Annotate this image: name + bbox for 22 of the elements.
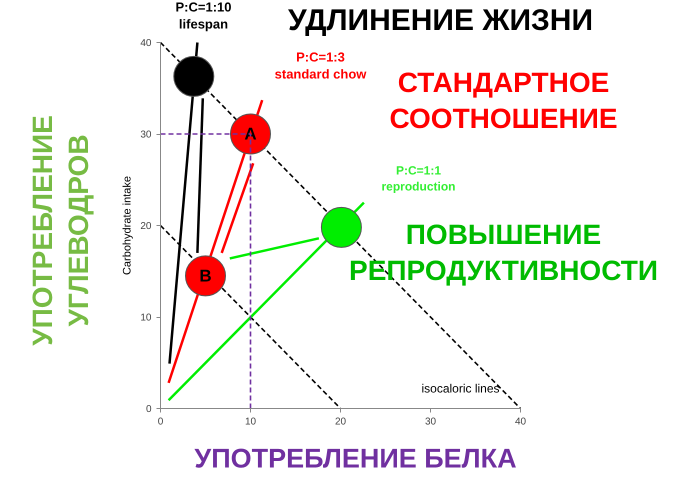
y-tick-label: 30 [140,130,152,140]
x-tick-label: 10 [244,416,256,428]
x-tick-label: 30 [424,416,436,428]
y-tick-label: 0 [146,404,152,415]
y-tick-label: 40 [140,38,152,49]
y-tick-label: 20 [140,221,152,232]
x-tick-label: 40 [514,416,526,428]
y-tick-label: 10 [140,312,152,324]
text: P:C=1:10 lifespan [176,0,232,32]
annotation: isocaloric lines [421,382,500,396]
y-axis-title: Carbohydrate intake [122,176,134,276]
x-axis-title: УПОТРЕБЛЕНИЕ БЕЛКА [194,444,517,474]
x-tick-label: 0 [158,416,164,428]
annotation: P:C=1:1 reproduction [382,163,456,194]
text: УПОТРЕБЛЕНИЕ УГЛЕВОДРОВ [27,115,94,346]
data-label: B [199,266,212,286]
x-tick-label: 20 [334,416,346,428]
annotation: P:C=1:3 standard chow [274,49,368,82]
data-label: A [244,124,257,144]
chart-title: УДЛИНЕНИЕ ЖИЗНИ [288,4,594,37]
annotation: СТАНДАРТНОЕ СООТНОШЕНИЕ [389,67,618,134]
annotation: ПОВЫШЕНИЕ РЕПРОДУКТИВНОСТИ [349,219,658,286]
